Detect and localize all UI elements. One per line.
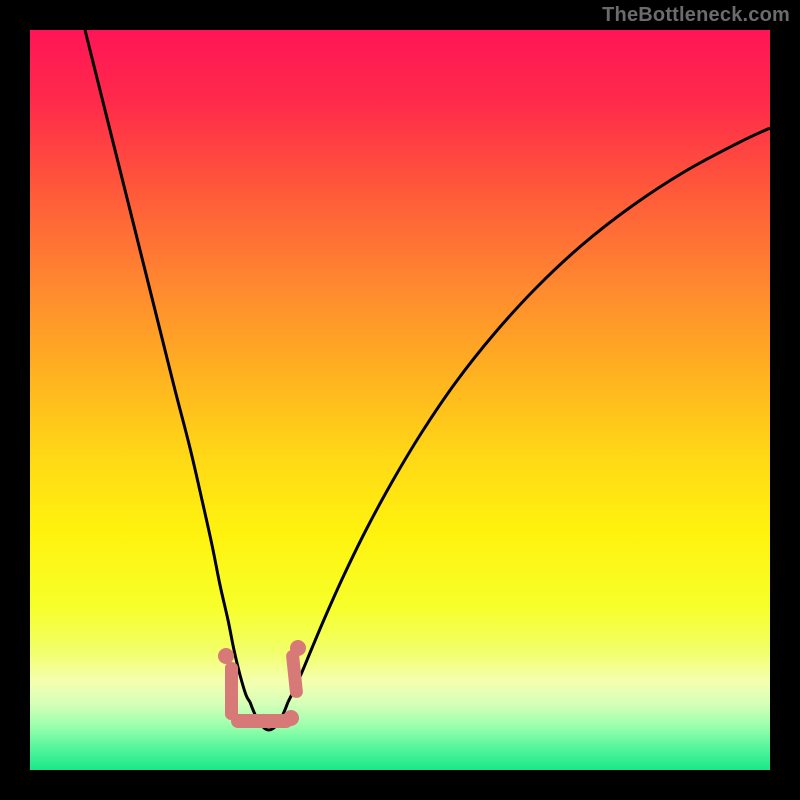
plot-area (30, 30, 770, 770)
chart-canvas (0, 0, 800, 800)
accent-marker (218, 648, 234, 664)
plot-background-gradient (30, 30, 770, 770)
watermark-text: TheBottleneck.com (602, 4, 790, 27)
accent-marker (290, 640, 306, 656)
accent-marker (225, 662, 238, 720)
accent-marker (283, 710, 299, 726)
